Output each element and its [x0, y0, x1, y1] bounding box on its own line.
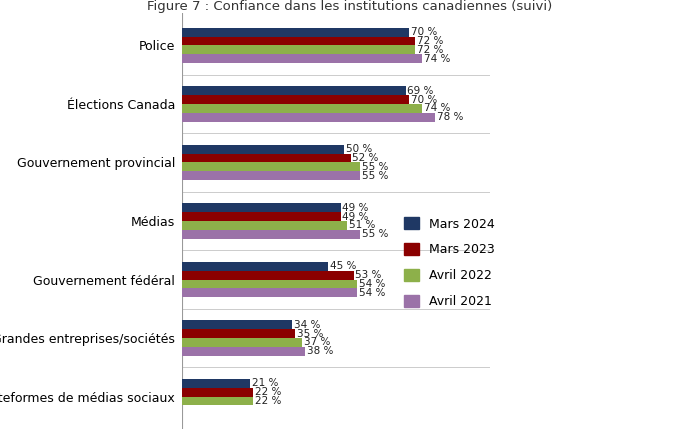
Bar — [182, 95, 409, 104]
Text: 49 %: 49 % — [342, 212, 369, 221]
Bar — [182, 46, 415, 54]
Bar — [182, 379, 250, 388]
Text: 50 %: 50 % — [346, 145, 372, 154]
Text: 78 %: 78 % — [437, 112, 463, 122]
Text: 21 %: 21 % — [252, 378, 278, 389]
Text: 45 %: 45 % — [330, 261, 356, 271]
Bar — [182, 262, 328, 271]
Text: 54 %: 54 % — [358, 288, 385, 297]
Legend: Mars 2024, Mars 2023, Avril 2022, Avril 2021: Mars 2024, Mars 2023, Avril 2022, Avril … — [404, 217, 495, 308]
Text: Figure 7 : Confiance dans les institutions canadiennes (suivi): Figure 7 : Confiance dans les institutio… — [148, 0, 552, 13]
Text: 72 %: 72 % — [417, 45, 443, 55]
Text: 52 %: 52 % — [352, 153, 379, 163]
Bar — [182, 212, 341, 221]
Text: 49 %: 49 % — [342, 203, 369, 213]
Text: 72 %: 72 % — [417, 36, 443, 46]
Text: 70 %: 70 % — [411, 27, 437, 37]
Text: 55 %: 55 % — [362, 229, 389, 239]
Text: 35 %: 35 % — [297, 329, 323, 339]
Text: 74 %: 74 % — [424, 53, 450, 64]
Text: 74 %: 74 % — [424, 103, 450, 113]
Text: 55 %: 55 % — [362, 162, 389, 172]
Text: 55 %: 55 % — [362, 171, 389, 181]
Text: 22 %: 22 % — [255, 396, 281, 406]
Bar — [182, 37, 415, 46]
Bar — [182, 338, 302, 347]
Text: 54 %: 54 % — [358, 279, 385, 289]
Bar — [182, 320, 292, 329]
Bar — [182, 113, 435, 122]
Bar — [182, 28, 409, 37]
Text: 70 %: 70 % — [411, 95, 437, 105]
Bar — [182, 171, 360, 180]
Bar — [182, 145, 344, 154]
Bar — [182, 54, 422, 63]
Text: 38 %: 38 % — [307, 346, 333, 356]
Bar — [182, 388, 253, 396]
Text: 69 %: 69 % — [407, 86, 434, 96]
Bar — [182, 288, 357, 297]
Bar — [182, 86, 406, 95]
Bar — [182, 230, 360, 239]
Text: 51 %: 51 % — [349, 221, 375, 230]
Bar — [182, 271, 354, 279]
Bar — [182, 279, 357, 288]
Bar — [182, 154, 351, 163]
Bar — [182, 329, 295, 338]
Text: 37 %: 37 % — [304, 337, 330, 347]
Bar — [182, 104, 422, 113]
Text: 34 %: 34 % — [294, 320, 320, 330]
Bar — [182, 163, 360, 171]
Text: 53 %: 53 % — [356, 270, 382, 280]
Text: 22 %: 22 % — [255, 387, 281, 397]
Bar — [182, 203, 341, 212]
Bar — [182, 347, 305, 356]
Bar — [182, 221, 347, 230]
Bar — [182, 396, 253, 405]
